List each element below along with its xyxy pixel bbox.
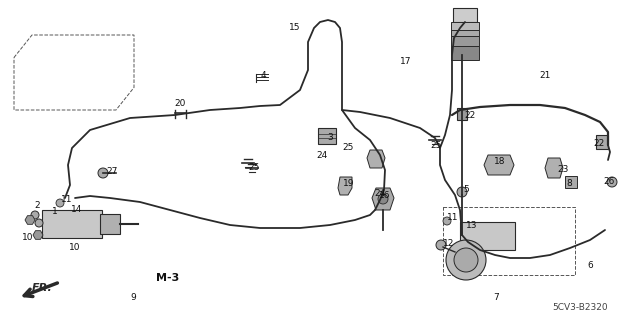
Bar xyxy=(451,30,479,36)
Polygon shape xyxy=(484,155,514,175)
Text: 8: 8 xyxy=(566,179,572,188)
Text: 1: 1 xyxy=(52,207,58,217)
Text: 11: 11 xyxy=(61,196,73,204)
Bar xyxy=(451,46,479,60)
Text: 4: 4 xyxy=(260,71,266,80)
Text: 25: 25 xyxy=(248,164,260,173)
Circle shape xyxy=(31,211,39,219)
Circle shape xyxy=(35,219,43,227)
Text: 24: 24 xyxy=(316,151,328,160)
Bar xyxy=(100,214,120,234)
Text: 27: 27 xyxy=(106,167,118,176)
Text: 17: 17 xyxy=(400,57,412,66)
Text: 25: 25 xyxy=(342,144,354,152)
Polygon shape xyxy=(367,150,385,168)
Text: 23: 23 xyxy=(557,166,569,174)
Text: 18: 18 xyxy=(494,158,506,167)
Text: 22: 22 xyxy=(465,110,476,120)
Text: 10: 10 xyxy=(22,234,34,242)
Text: 14: 14 xyxy=(71,204,83,213)
Bar xyxy=(565,176,577,188)
Text: 7: 7 xyxy=(493,293,499,301)
Text: FR.: FR. xyxy=(31,283,52,293)
Bar xyxy=(318,128,336,144)
Circle shape xyxy=(56,199,64,207)
Text: 12: 12 xyxy=(444,239,454,248)
Text: 24: 24 xyxy=(374,189,386,198)
Bar xyxy=(451,36,479,46)
Bar xyxy=(596,135,608,149)
Text: 21: 21 xyxy=(540,70,550,79)
Bar xyxy=(42,210,102,238)
Polygon shape xyxy=(33,231,43,239)
Bar xyxy=(453,8,477,22)
Bar xyxy=(460,222,515,250)
Polygon shape xyxy=(545,158,563,178)
Circle shape xyxy=(454,248,478,272)
Text: 10: 10 xyxy=(69,242,81,251)
Text: 5CV3-B2320: 5CV3-B2320 xyxy=(552,302,608,311)
Text: 2: 2 xyxy=(34,202,40,211)
Circle shape xyxy=(436,240,446,250)
Text: 19: 19 xyxy=(343,179,355,188)
Circle shape xyxy=(607,177,617,187)
Text: 25: 25 xyxy=(430,140,442,150)
Text: 26: 26 xyxy=(604,177,614,187)
Text: 13: 13 xyxy=(467,220,477,229)
Text: 16: 16 xyxy=(380,190,391,199)
Text: 9: 9 xyxy=(130,293,136,301)
Circle shape xyxy=(443,217,451,225)
Text: 15: 15 xyxy=(289,24,301,33)
Text: 6: 6 xyxy=(587,262,593,271)
Text: 11: 11 xyxy=(447,213,459,222)
Text: 5: 5 xyxy=(463,184,469,194)
Text: 22: 22 xyxy=(593,138,605,147)
Bar xyxy=(451,22,479,30)
Circle shape xyxy=(98,168,108,178)
Bar xyxy=(457,108,467,120)
Circle shape xyxy=(446,240,486,280)
Polygon shape xyxy=(372,188,394,210)
Circle shape xyxy=(378,194,388,204)
Text: 20: 20 xyxy=(174,99,186,108)
Polygon shape xyxy=(25,216,35,224)
Polygon shape xyxy=(338,177,352,195)
Text: M-3: M-3 xyxy=(156,273,180,283)
Circle shape xyxy=(457,187,467,197)
Text: 3: 3 xyxy=(327,133,333,143)
